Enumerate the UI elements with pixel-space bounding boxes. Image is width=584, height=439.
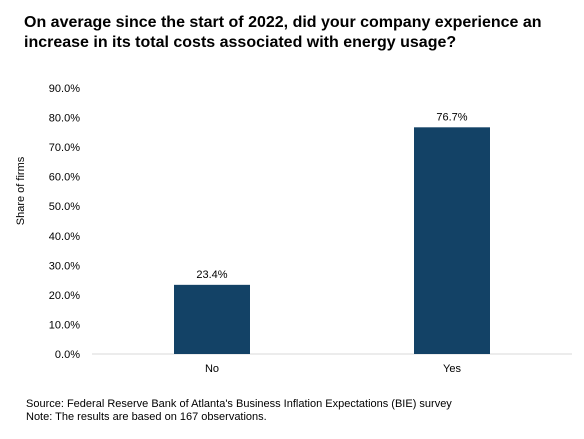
bars <box>174 127 490 354</box>
y-tick-label: 30.0% <box>49 260 80 272</box>
x-tick-label: Yes <box>443 363 461 375</box>
bar-yes <box>414 127 490 354</box>
chart-title: On average since the start of 2022, did … <box>24 14 542 51</box>
data-labels: 23.4% 76.7% <box>196 111 467 281</box>
y-tick-label: 40.0% <box>49 231 80 243</box>
bar-no <box>174 284 250 354</box>
y-tick-label: 90.0% <box>49 83 80 95</box>
source-note: Source: Federal Reserve Bank of Atlanta'… <box>26 398 452 410</box>
y-tick-label: 70.0% <box>49 142 80 154</box>
y-tick-label: 60.0% <box>49 172 80 184</box>
y-tick-label: 50.0% <box>49 201 80 213</box>
y-tick-label: 80.0% <box>49 113 80 125</box>
x-tick-labels: No Yes <box>205 363 461 375</box>
y-axis-label: Share of firms <box>15 156 27 225</box>
data-label: 76.7% <box>436 111 467 123</box>
y-tick-label: 20.0% <box>49 290 80 302</box>
observations-note: Note: The results are based on 167 obser… <box>26 411 267 423</box>
y-tick-label: 0.0% <box>55 349 80 361</box>
chart-footer: Source: Federal Reserve Bank of Atlanta'… <box>26 398 452 424</box>
x-tick-label: No <box>205 363 219 375</box>
y-tick-labels: 0.0% 10.0% 20.0% 30.0% 40.0% 50.0% 60.0% 70.0% 8… <box>49 83 80 361</box>
y-tick-label: 10.0% <box>49 319 80 331</box>
data-label: 23.4% <box>196 269 227 281</box>
